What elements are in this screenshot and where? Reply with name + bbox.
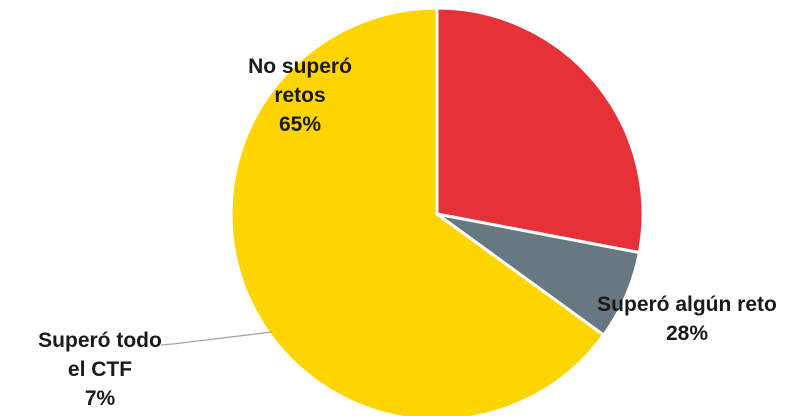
label-supero-todo-ctf: Superó todo el CTF 7%	[20, 326, 180, 413]
label-supero-algun-line1: Superó algún reto	[597, 293, 777, 316]
label-no-supero-line2: retos	[274, 84, 326, 107]
pie-slices	[229, 6, 645, 416]
label-supero-todo-line1: Superó todo	[38, 329, 162, 352]
label-no-supero-retos: No superó retos 65%	[220, 52, 380, 139]
leader-line-supero-todo	[160, 331, 273, 346]
label-no-supero-percent: 65%	[278, 113, 322, 136]
label-supero-algun-reto: Superó algún reto 28%	[579, 290, 794, 348]
pie-slice-supero-algun-reto	[435, 6, 645, 255]
label-supero-todo-line2: el CTF	[67, 358, 133, 381]
pie-slice-no-supero-retos	[229, 6, 606, 416]
label-supero-todo-percent: 7%	[84, 387, 116, 410]
label-supero-algun-percent: 28%	[665, 322, 709, 345]
label-no-supero-line1: No superó	[248, 55, 352, 78]
